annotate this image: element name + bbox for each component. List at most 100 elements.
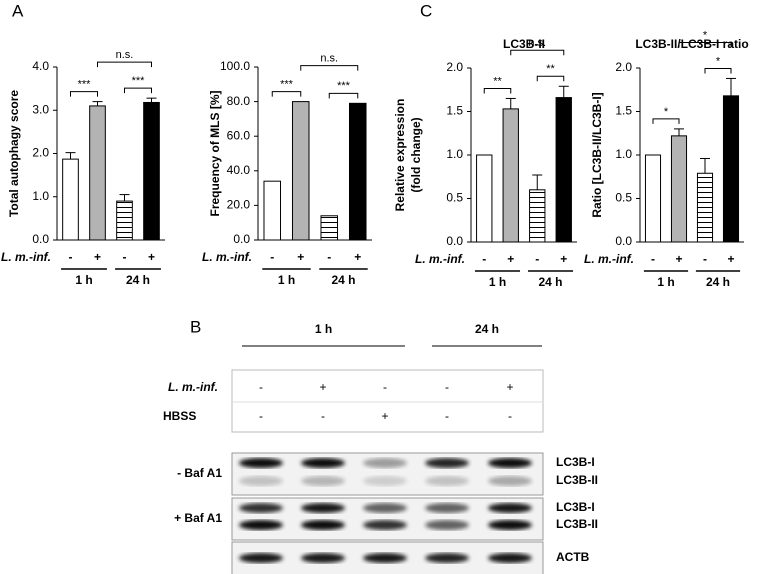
x-tick-label: -	[69, 250, 73, 264]
table-cell: -	[259, 380, 263, 394]
y-tick-label: 2.0	[446, 60, 463, 74]
y-tick-label: 20.0	[227, 198, 251, 212]
bar	[89, 105, 106, 241]
x-tick-label: +	[297, 250, 304, 264]
blot-band	[488, 553, 532, 563]
table-cell: +	[319, 380, 326, 394]
time-label: 1 h	[315, 322, 332, 336]
significance-label: *	[716, 55, 721, 67]
blot-band	[488, 458, 532, 468]
bar	[348, 102, 367, 241]
y-tick-label: 1.5	[615, 104, 632, 118]
blot-band	[301, 503, 345, 513]
panel-letter: A	[12, 1, 24, 20]
blot-band	[425, 553, 469, 563]
significance-bracket	[300, 65, 359, 71]
blot-band	[301, 553, 345, 563]
group-label: 24 h	[126, 273, 150, 287]
y-tick-label: 0.5	[615, 191, 632, 205]
table-cell: -	[259, 409, 263, 423]
group-label: 24 h	[706, 275, 730, 289]
y-tick-label: 3.0	[32, 102, 49, 116]
x-tick-label: -	[327, 250, 331, 264]
band-label: LC3B-II	[556, 517, 598, 531]
bar	[143, 101, 160, 241]
x-tick-label: +	[560, 252, 567, 266]
chart-title: LC3B-II	[503, 37, 545, 51]
y-axis-label: Relative expression	[393, 99, 407, 212]
significance-bracket	[536, 75, 565, 82]
band-label: LC3B-I	[556, 500, 595, 514]
bar	[555, 97, 572, 243]
bar	[291, 101, 310, 241]
x-tick-label: -	[535, 252, 539, 266]
y-tick-label: 40.0	[227, 163, 251, 177]
group-label: 1 h	[657, 275, 674, 289]
bar	[670, 135, 688, 243]
blot-band	[488, 476, 532, 486]
blot-band	[425, 503, 469, 513]
panel-letter: B	[190, 317, 201, 336]
y-tick-label: 0.0	[615, 234, 632, 248]
x-axis-label: L. m.-inf.	[202, 250, 252, 264]
blot-band	[363, 476, 407, 486]
bar	[62, 158, 79, 241]
blot-band	[363, 520, 407, 530]
y-tick-label: 2.0	[615, 60, 632, 74]
x-tick-label: -	[270, 250, 274, 264]
y-tick-label: 100.0	[220, 59, 250, 73]
blot-band	[239, 458, 283, 468]
table-cell: +	[506, 380, 513, 394]
panel-letter: C	[420, 1, 432, 20]
y-tick-label: 0.0	[446, 234, 463, 248]
significance-label: **	[493, 75, 502, 87]
group-label: 24 h	[331, 273, 355, 287]
y-tick-label: 4.0	[32, 59, 49, 73]
band-label: LC3B-I	[556, 455, 595, 469]
significance-label: ***	[337, 80, 351, 92]
y-axis-label: (fold change)	[409, 117, 423, 192]
significance-bracket	[678, 41, 732, 48]
y-axis-label: Total autophagy score	[7, 90, 21, 217]
bar	[476, 154, 493, 243]
y-axis-label: Frequency of MLS [%]	[208, 90, 222, 216]
significance-bracket	[483, 87, 512, 94]
table-cell: -	[445, 409, 449, 423]
chart-title: LC3B-II/LC3B-I ratio	[635, 37, 748, 51]
significance-label: **	[546, 63, 555, 75]
group-label: 1 h	[489, 275, 506, 289]
table-cell: -	[321, 409, 325, 423]
row-label: HBSS	[163, 409, 196, 423]
significance-bracket	[97, 61, 152, 68]
group-label: 1 h	[75, 273, 92, 287]
x-tick-label: +	[675, 252, 682, 266]
significance-label: ***	[132, 75, 146, 87]
significance-label: n.s.	[320, 53, 338, 65]
significance-label: ***	[280, 79, 294, 91]
significance-label: n.s.	[116, 49, 134, 61]
y-tick-label: 60.0	[227, 128, 251, 142]
blot-band	[301, 520, 345, 530]
significance-label: ***	[78, 79, 92, 91]
table-cell: -	[508, 409, 512, 423]
blot-band	[239, 553, 283, 563]
x-axis-label: L. m.-inf.	[415, 252, 465, 266]
blot-band	[488, 503, 532, 513]
table-cell: -	[445, 380, 449, 394]
bar	[696, 172, 714, 243]
group-label: 1 h	[278, 273, 295, 287]
significance-label: n.s.	[528, 37, 546, 49]
x-tick-label: +	[727, 252, 734, 266]
bar	[644, 154, 662, 243]
x-tick-label: -	[482, 252, 486, 266]
y-tick-label: 1.5	[446, 104, 463, 118]
blot-band	[425, 458, 469, 468]
x-axis-label: L. m.-inf.	[584, 252, 634, 266]
band-label: LC3B-II	[556, 473, 598, 487]
blot-band	[239, 476, 283, 486]
y-tick-label: 0.0	[32, 232, 49, 246]
y-axis-label: Ratio [LC3B-II/LC3B-I]	[590, 92, 604, 217]
x-tick-label: -	[651, 252, 655, 266]
blot-band	[425, 520, 469, 530]
